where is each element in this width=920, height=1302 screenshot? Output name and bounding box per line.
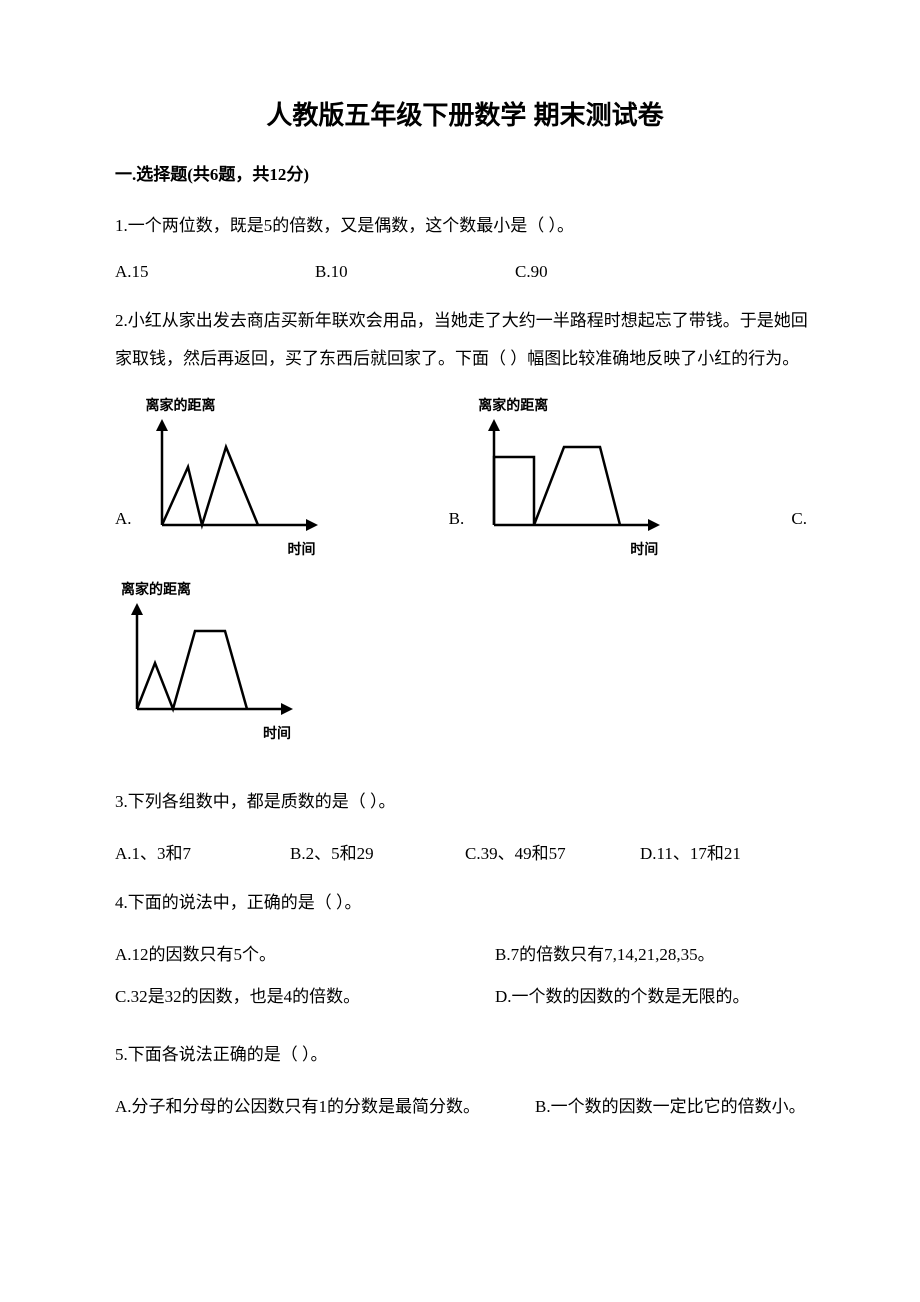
q1-option-c: C.90 <box>515 262 715 282</box>
q1-option-b: B.10 <box>315 262 515 282</box>
q2-chart-b-xlabel: 时间 <box>472 539 658 559</box>
q3-option-c: C.39、49和57 <box>465 839 640 864</box>
section-1-header: 一.选择题(共6题，共12分) <box>115 160 815 185</box>
question-5-text: 5.下面各说法正确的是（ ）。 <box>115 1036 815 1073</box>
q2-chart-c: 离家的距离 时间 <box>115 579 295 743</box>
question-3-text: 3.下列各组数中，都是质数的是（ ）。 <box>115 783 815 820</box>
q2-label-c: C. <box>791 509 807 559</box>
q5-option-b: B.一个数的因数一定比它的倍数小。 <box>535 1091 815 1123</box>
q4-option-a: A.12的因数只有5个。 <box>115 939 495 971</box>
question-3-options: A.1、3和7 B.2、5和29 C.39、49和57 D.11、17和21 <box>115 839 815 864</box>
q4-option-b: B.7的倍数只有7,14,21,28,35。 <box>495 939 815 971</box>
question-4-text: 4.下面的说法中，正确的是（ ）。 <box>115 884 815 921</box>
page-title: 人教版五年级下册数学 期末测试卷 <box>115 95 815 132</box>
question-4-row2: C.32是32的因数，也是4的倍数。 D.一个数的因数的个数是无限的。 <box>115 981 815 1013</box>
q2-chart-b-ylabel: 离家的距离 <box>478 395 662 415</box>
q2-chart-a: 离家的距离 时间 <box>140 395 320 559</box>
q4-option-d: D.一个数的因数的个数是无限的。 <box>495 981 815 1013</box>
q2-charts-row-2: 离家的距离 时间 <box>115 579 815 743</box>
q2-label-b: B. <box>449 509 465 559</box>
q5-option-a: A.分子和分母的公因数只有1的分数是最简分数。 <box>115 1091 535 1123</box>
question-4-row1: A.12的因数只有5个。 B.7的倍数只有7,14,21,28,35。 <box>115 939 815 971</box>
q3-option-a: A.1、3和7 <box>115 839 290 864</box>
q2-chart-a-ylabel: 离家的距离 <box>146 395 320 415</box>
q3-option-d: D.11、17和21 <box>640 839 815 864</box>
question-1-text: 1.一个两位数，既是5的倍数，又是偶数，这个数最小是（ ）。 <box>115 207 815 244</box>
q2-chart-c-svg <box>115 601 295 721</box>
q2-chart-c-xlabel: 时间 <box>115 723 291 743</box>
q3-option-b: B.2、5和29 <box>290 839 465 864</box>
q2-chart-a-svg <box>140 417 320 537</box>
question-2-text: 2.小红从家出发去商店买新年联欢会用品，当她走了大约一半路程时想起忘了带钱。于是… <box>115 302 815 377</box>
q2-chart-b-svg <box>472 417 662 537</box>
q1-option-a: A.15 <box>115 262 315 282</box>
q2-label-a: A. <box>115 509 132 559</box>
q2-charts-row-1: A. 离家的距离 时间 B. 离家的距离 时间 C. <box>115 395 815 559</box>
q4-option-c: C.32是32的因数，也是4的倍数。 <box>115 981 495 1013</box>
q2-chart-c-ylabel: 离家的距离 <box>121 579 295 599</box>
question-1-options: A.15 B.10 C.90 <box>115 262 815 282</box>
q2-chart-a-xlabel: 时间 <box>140 539 316 559</box>
q2-chart-b: 离家的距离 时间 <box>472 395 662 559</box>
question-5-row1: A.分子和分母的公因数只有1的分数是最简分数。 B.一个数的因数一定比它的倍数小… <box>115 1091 815 1123</box>
